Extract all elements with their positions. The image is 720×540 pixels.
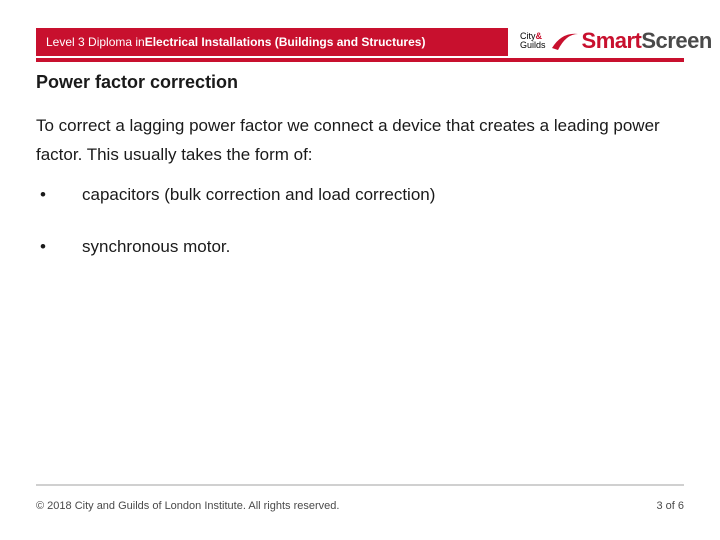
cg-guilds: Guilds <box>520 40 546 50</box>
course-header-bar: Level 3 Diploma in Electrical Installati… <box>36 28 508 56</box>
footer-rule <box>36 484 684 486</box>
header-rule <box>36 58 684 62</box>
brand-logo: City& Guilds SmartScreen <box>520 24 688 58</box>
slide-title: Power factor correction <box>36 72 238 93</box>
course-prefix: Level 3 Diploma in <box>46 35 145 49</box>
swoosh-icon <box>550 28 580 54</box>
logo-screen: Screen <box>641 28 711 54</box>
copyright-text: © 2018 City and Guilds of London Institu… <box>36 500 339 512</box>
body-paragraph: To correct a lagging power factor we con… <box>36 112 676 170</box>
list-item: synchronous motor. <box>36 234 676 260</box>
page-number: 3 of 6 <box>656 500 684 512</box>
logo-smart: Smart <box>582 28 642 54</box>
smartscreen-logo: SmartScreen <box>550 28 712 54</box>
list-item: capacitors (bulk correction and load cor… <box>36 182 676 208</box>
bullet-list: capacitors (bulk correction and load cor… <box>36 182 676 285</box>
course-name: Electrical Installations (Buildings and … <box>145 35 426 49</box>
city-guilds-logo: City& Guilds <box>520 32 546 50</box>
footer: © 2018 City and Guilds of London Institu… <box>36 500 684 512</box>
